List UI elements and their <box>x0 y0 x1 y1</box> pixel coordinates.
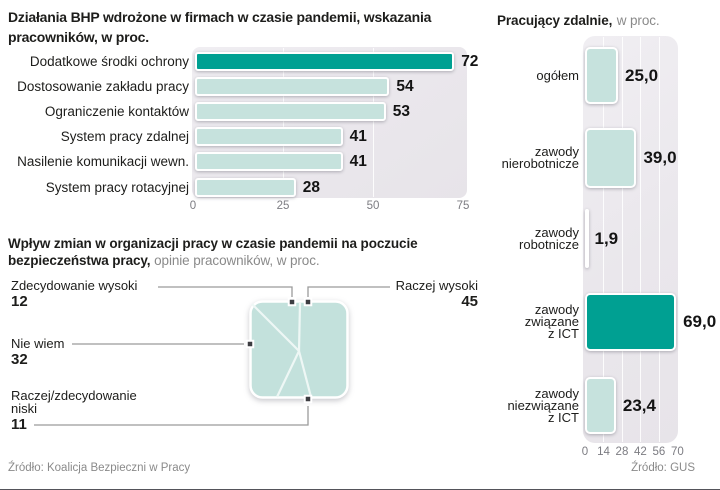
safety-chart-title-line2: bezpieczeństwa pracy, opinie pracowników… <box>8 253 418 270</box>
bar <box>195 51 455 71</box>
gridline <box>373 48 374 197</box>
slice-label-line: niski <box>11 401 38 416</box>
bhp-chart-title: Działania BHP wdrożone w firmach w czasi… <box>8 7 431 47</box>
slice-label-line: Raczej wysoki <box>395 278 478 293</box>
category-label: Nasilenie komunikacji wewn. <box>17 154 189 170</box>
bar <box>585 293 677 351</box>
value-label: 41 <box>349 153 367 171</box>
value-label: 72 <box>461 52 479 70</box>
value-label: 23,4 <box>622 395 656 415</box>
category-label-line: robotnicze <box>519 236 579 252</box>
slice-markers <box>245 297 313 404</box>
bar <box>195 101 386 121</box>
slice-label-line: Zdecydowanie wysoki <box>11 278 138 293</box>
safety-chart-title-sub: opinie pracowników, w proc. <box>154 252 320 268</box>
slice-label: Raczej wysoki 45 <box>395 278 478 310</box>
category-label: ogółem <box>536 67 579 83</box>
category-label: System pracy rotacyjnej <box>45 179 189 195</box>
bhp-chart-title-line2: pracowników, w proc. <box>8 29 149 45</box>
category-label: zawody robotnicze <box>519 224 579 252</box>
value-label: 53 <box>392 102 411 120</box>
gridline <box>640 37 642 442</box>
value-label: 28 <box>302 178 321 196</box>
value-label: 25,0 <box>625 65 659 85</box>
category-label: Dostosowanie zakładu pracy <box>17 78 189 94</box>
bar <box>195 152 343 172</box>
slice-marker <box>245 339 255 349</box>
value-label: 41 <box>349 128 367 146</box>
value-label: 39,0 <box>643 148 677 167</box>
category-label-line: zawody <box>534 224 579 240</box>
source-note-left: Źródło: Koalicja Bezpieczni w Pracy <box>8 462 191 474</box>
bar <box>195 76 390 96</box>
category-label-line: z ICT <box>547 409 579 425</box>
category-label: zawody związane z ICT <box>524 302 579 341</box>
slice-value: 11 <box>11 416 27 433</box>
x-axis-tick: 0 <box>189 200 197 212</box>
x-axis-tick: 25 <box>276 200 290 212</box>
square-pie-chart <box>34 286 390 426</box>
category-label-line: związane <box>524 314 579 329</box>
category-label-line: niezwiązane <box>507 397 579 413</box>
x-axis-tick: 50 <box>366 200 380 212</box>
bar <box>195 127 343 147</box>
slice-label-line: Nie wiem <box>11 336 65 351</box>
bhp-chart-title-line1: Działania BHP wdrożone w firmach w czasi… <box>8 9 432 25</box>
slice-value: 32 <box>11 351 28 368</box>
slice-value: 45 <box>461 293 478 310</box>
category-label: zawody niezwiązane z ICT <box>507 385 579 425</box>
category-label-line: zawody <box>534 385 579 401</box>
x-axis-tick: 70 <box>670 446 684 458</box>
bar <box>585 128 637 188</box>
category-label-line: ogółem <box>536 67 579 83</box>
connector-line <box>34 406 309 426</box>
slice-marker <box>287 297 297 307</box>
x-axis-tick: 0 <box>581 446 589 458</box>
slice-marker <box>303 394 313 404</box>
slice-value: 12 <box>11 293 28 310</box>
slice-divider-lines <box>251 302 313 398</box>
category-label-line: z ICT <box>547 326 579 341</box>
safety-chart-title: Wpływ zmian w organizacji pracy w czasie… <box>8 236 418 269</box>
x-axis-tick: 28 <box>615 446 629 458</box>
category-label-line: nierobotnicze <box>501 156 579 171</box>
bhp-plot-area <box>192 47 467 198</box>
gridline <box>658 37 660 442</box>
gridline <box>621 37 623 442</box>
value-label: 54 <box>396 77 414 95</box>
remote-chart-title-sub: w proc. <box>616 13 660 28</box>
value-label: 69,0 <box>683 312 717 331</box>
gridline <box>283 48 284 197</box>
connector-line <box>158 286 293 297</box>
slice-label: Zdecydowanie wysoki 12 <box>11 278 138 310</box>
remote-chart-title-bold: Pracujący zdalnie, <box>497 13 613 28</box>
slice-label: Nie wiem 32 <box>11 336 65 368</box>
x-axis-tick: 42 <box>634 446 647 458</box>
source-note-right: Źródło: GUS <box>631 462 695 474</box>
slice-marker <box>303 297 313 307</box>
x-axis-tick: 56 <box>652 446 666 458</box>
connector-line <box>307 286 390 297</box>
safety-chart-title-line1: Wpływ zmian w organizacji pracy w czasie… <box>8 236 418 251</box>
slice-label: Raczej/zdecydowanie niski 11 <box>11 388 137 433</box>
category-label-line: zawody <box>534 144 579 159</box>
bar <box>585 209 589 268</box>
x-axis-tick: 75 <box>456 200 470 212</box>
bar <box>585 377 616 434</box>
gridline <box>603 37 605 442</box>
slice-label-line: Raczej/zdecydowanie <box>11 388 137 403</box>
value-label: 1,9 <box>594 228 619 248</box>
bar <box>585 47 618 104</box>
category-label: zawody nierobotnicze <box>501 144 579 171</box>
category-label-line: zawody <box>534 302 579 317</box>
bar <box>195 177 296 197</box>
x-axis-tick: 14 <box>597 446 610 458</box>
category-label: Ograniczenie kontaktów <box>44 103 189 119</box>
category-label: Dodatkowe środki ochrony <box>29 53 189 69</box>
remote-chart-title: Pracujący zdalnie, w proc. <box>497 12 660 30</box>
safety-chart-title-bold: bezpieczeństwa pracy, <box>8 252 151 268</box>
category-label: System pracy zdalnej <box>60 129 189 145</box>
